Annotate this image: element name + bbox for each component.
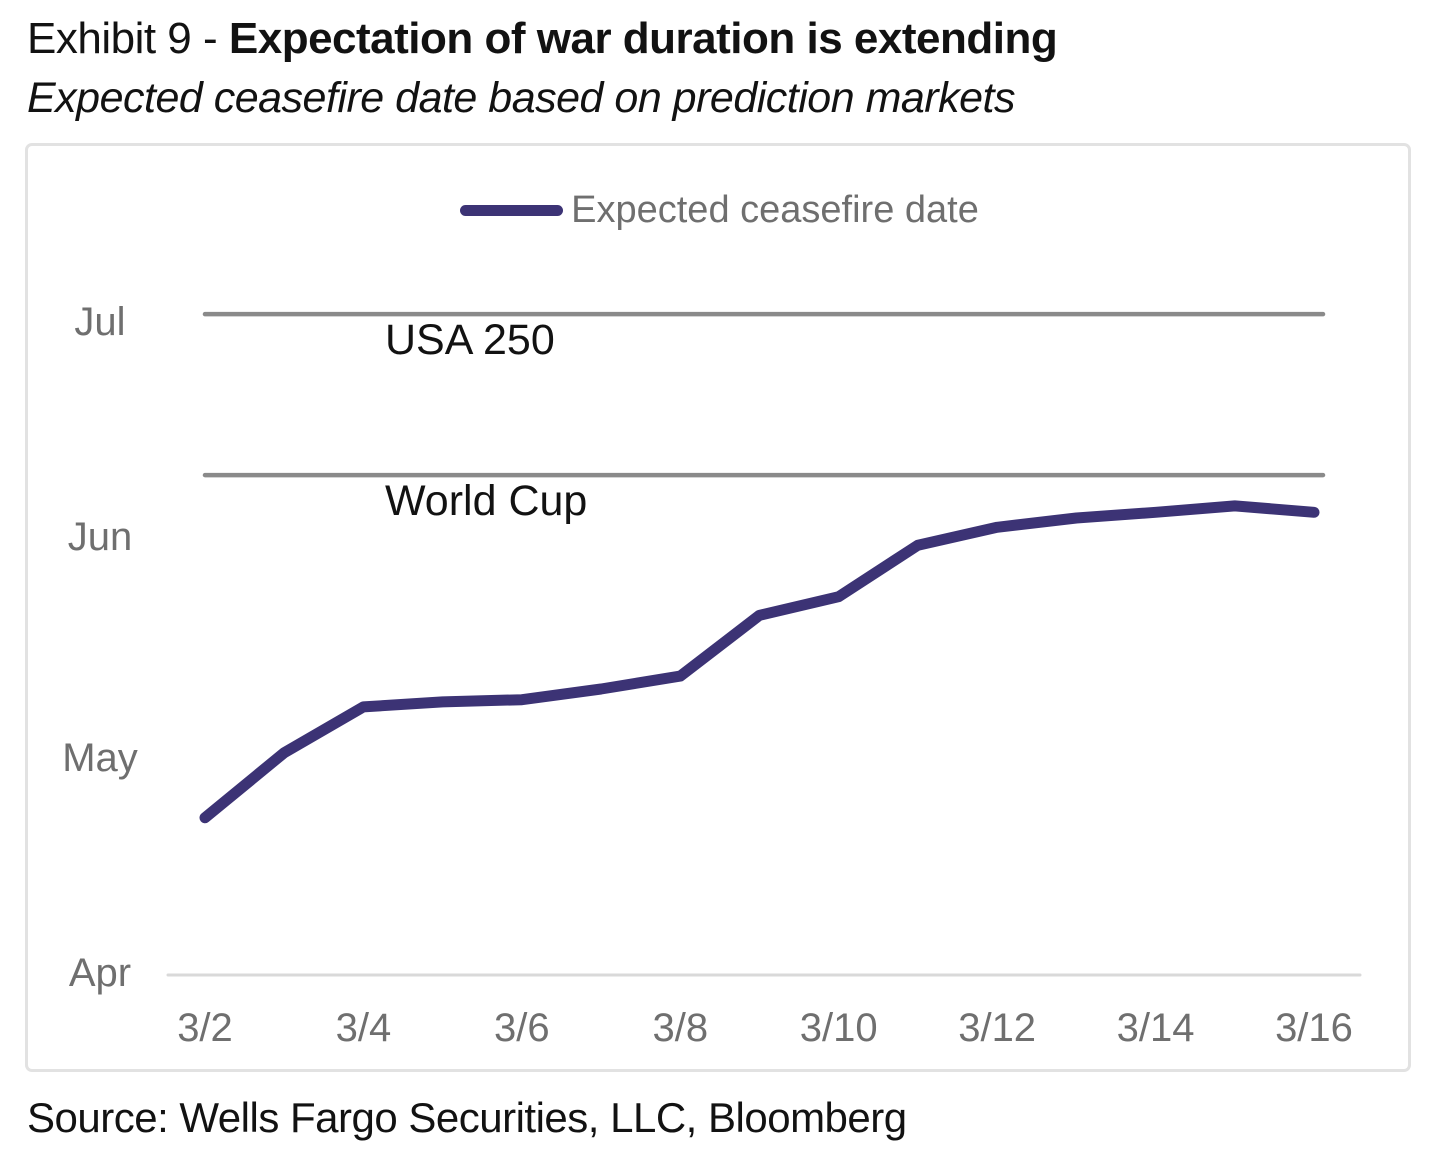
exhibit-title: Exhibit 9 - Expectation of war duration … (27, 14, 1058, 64)
y-tick-label-jun: Jun (67, 514, 133, 559)
x-tick-label-3-16: 3/16 (1275, 1006, 1353, 1050)
y-tick-label-apr: Apr (68, 951, 132, 995)
annotation-label-0: USA 250 (385, 316, 555, 365)
exhibit-number: Exhibit 9 - (27, 14, 229, 63)
exhibit-title-text: Expectation of war duration is extending (228, 14, 1058, 63)
x-tick-label-3-14: 3/14 (1116, 1006, 1195, 1050)
x-tick-label-3-8: 3/8 (652, 1006, 709, 1050)
x-tick-label-3-6: 3/6 (494, 1006, 550, 1050)
legend-label: Expected ceasefire date (571, 188, 979, 231)
y-tick-label-may: May (62, 736, 138, 781)
chart-subtitle: Expected ceasefire date based on predict… (27, 74, 1015, 122)
x-tick-label-3-10: 3/10 (799, 1006, 878, 1050)
x-tick-label-3-12: 3/12 (958, 1006, 1037, 1050)
y-tick-label-jul: Jul (74, 300, 126, 344)
legend: Expected ceasefire date (0, 186, 1439, 234)
x-tick-label-3-2: 3/2 (177, 1006, 233, 1050)
chart-plot-area (25, 143, 1411, 1072)
legend-line-swatch (460, 204, 564, 216)
source-note: Source: Wells Fargo Securities, LLC, Blo… (27, 1094, 907, 1141)
annotation-label-1: World Cup (385, 477, 588, 526)
x-tick-label-3-4: 3/4 (335, 1006, 392, 1050)
